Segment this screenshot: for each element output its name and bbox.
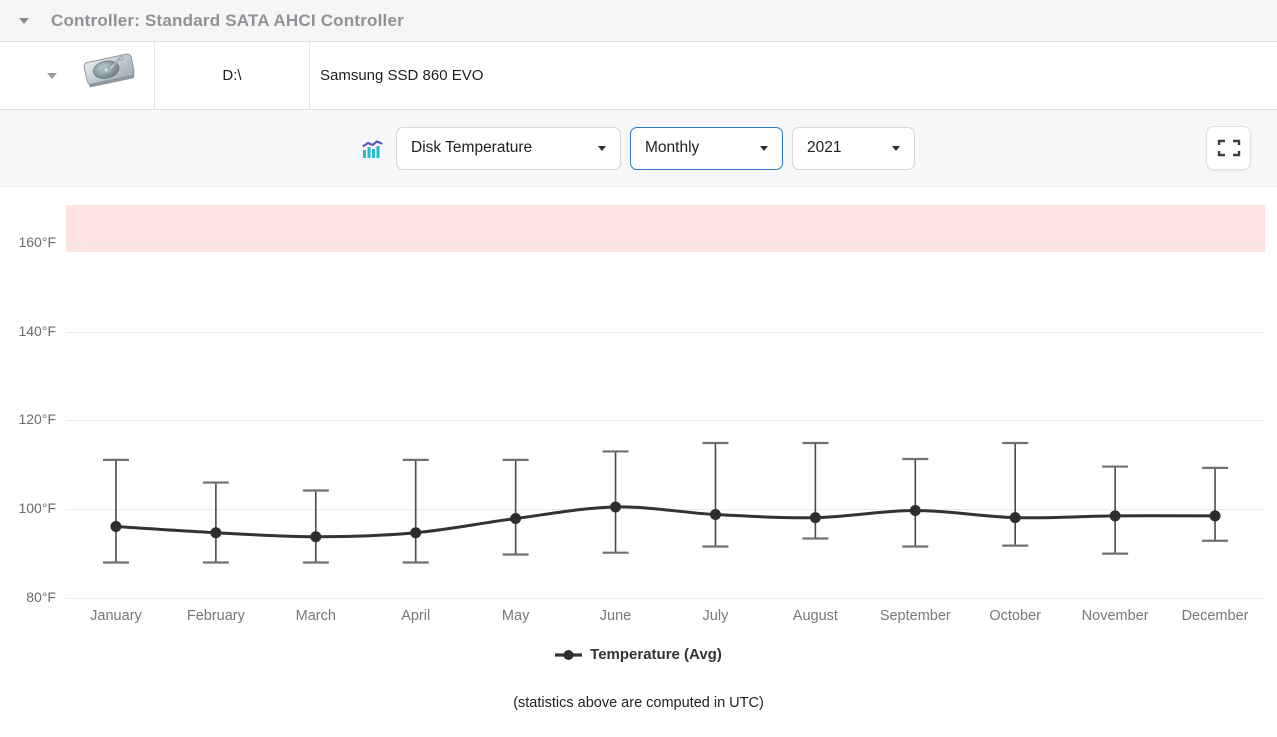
utc-note: (statistics above are computed in UTC) (513, 695, 764, 711)
x-axis-label: September (879, 608, 951, 624)
temperature-avg-line (114, 505, 1217, 539)
drive-letter: D:\ (155, 42, 310, 109)
x-axis-label: January (90, 608, 142, 624)
drive-expand-cell (0, 42, 155, 109)
caret-down-icon (598, 145, 606, 151)
legend-temperature-avg[interactable]: Temperature (Avg) (0, 646, 1277, 663)
grid-line (66, 331, 1265, 333)
metric-dropdown[interactable]: Disk Temperature (396, 126, 621, 170)
fullscreen-icon (1217, 139, 1241, 157)
y-axis-label: 140°F (18, 322, 56, 339)
legend-label: Temperature (Avg) (590, 646, 722, 663)
data-point[interactable] (210, 527, 222, 539)
data-point[interactable] (610, 501, 622, 513)
x-axis-label: June (599, 608, 632, 624)
controller-title: Controller: Standard SATA AHCI Controlle… (51, 10, 404, 30)
data-point[interactable] (410, 527, 422, 539)
y-axis-label: 100°F (18, 500, 56, 517)
period-dropdown-value: Monthly (645, 139, 700, 156)
controller-header: Controller: Standard SATA AHCI Controlle… (0, 0, 1277, 42)
hard-drive-icon (79, 50, 141, 101)
metric-dropdown-value: Disk Temperature (411, 139, 533, 156)
y-axis-label: 120°F (18, 411, 56, 428)
data-point[interactable] (809, 512, 821, 524)
caret-down-icon (760, 145, 768, 151)
year-dropdown[interactable]: 2021 (792, 126, 915, 170)
y-axis-label: 160°F (18, 233, 56, 250)
x-axis-label: July (702, 608, 729, 624)
x-axis-label: May (501, 608, 530, 624)
temperature-chart: 80°F 100°F 120°F 140°F 160°F January February M… (0, 187, 1277, 737)
grid-line (66, 420, 1265, 422)
chart-toolbar: Disk Temperature Monthly 2021 (0, 110, 1277, 187)
temperature-series-svg (102, 441, 1229, 564)
collapse-controller-icon[interactable] (19, 17, 29, 24)
danger-zone (66, 205, 1265, 252)
x-axis-label: February (186, 608, 245, 624)
data-point[interactable] (1109, 510, 1121, 522)
x-axis-label: November (1081, 608, 1149, 624)
grid-line (66, 598, 1265, 599)
grid-line (66, 242, 1265, 244)
data-point[interactable] (1009, 512, 1021, 524)
data-point[interactable] (110, 521, 122, 533)
data-point[interactable] (310, 531, 322, 543)
legend-marker-icon (555, 649, 583, 661)
drive-model: Samsung SSD 860 EVO (320, 67, 484, 84)
collapse-drive-icon[interactable] (47, 72, 57, 79)
y-axis-label: 80°F (26, 589, 56, 605)
data-point[interactable] (909, 505, 921, 517)
x-axis-label: March (295, 608, 336, 624)
fullscreen-button[interactable] (1206, 126, 1251, 170)
data-point[interactable] (1209, 510, 1221, 522)
x-axis-label: April (401, 608, 431, 624)
x-axis-label: December (1181, 608, 1249, 624)
caret-down-icon (892, 145, 900, 151)
drive-row: D:\ Samsung SSD 860 EVO (0, 42, 1277, 110)
period-dropdown[interactable]: Monthly (630, 126, 783, 170)
data-point[interactable] (510, 513, 522, 525)
x-axis-label: October (989, 608, 1041, 624)
data-point[interactable] (709, 509, 721, 521)
year-dropdown-value: 2021 (807, 139, 842, 156)
x-axis-label: August (792, 608, 838, 624)
bar-line-chart-icon (362, 138, 383, 159)
